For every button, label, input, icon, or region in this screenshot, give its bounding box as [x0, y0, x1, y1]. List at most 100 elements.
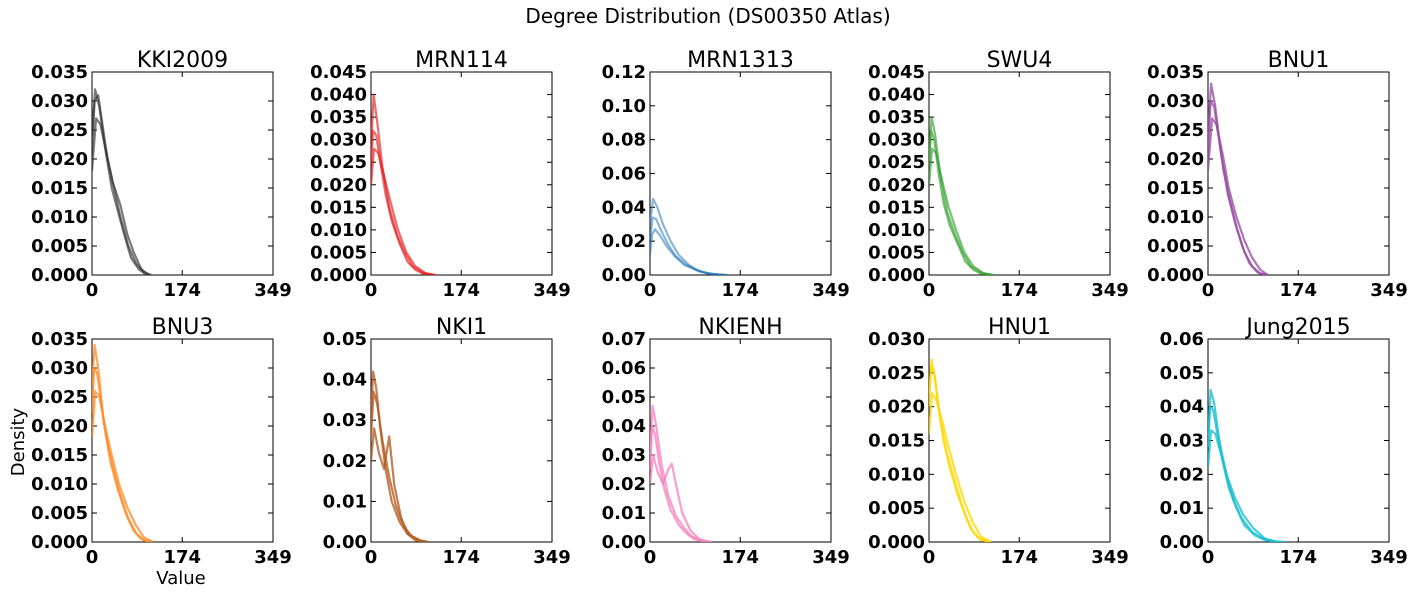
series-line-3	[92, 117, 150, 275]
subplot-swu4: SWU40.0000.0050.0100.0150.0200.0250.0300…	[868, 48, 1129, 301]
y-tick-label: 0.005	[868, 498, 925, 519]
y-tick-label: 0.020	[31, 416, 88, 437]
subplot-grid: KKI20090.0000.0050.0100.0150.0200.0250.0…	[31, 48, 1408, 568]
y-tick-label: 0.035	[31, 329, 88, 350]
subplot-title: SWU4	[987, 48, 1053, 73]
x-tick-label: 174	[1000, 280, 1038, 301]
subplot-kki2009: KKI2009 0.000 0.005 0.010 0.015 0.020 0.025 0.0…	[31, 48, 292, 301]
subplot-title: KKI2009	[137, 48, 228, 73]
x-tick-label: 349	[254, 547, 292, 568]
y-tick-label: 0.00	[602, 265, 646, 286]
x-tick-label: 349	[533, 280, 571, 301]
x-tick-label: 0	[644, 547, 657, 568]
x-tick-label: 174	[1279, 547, 1317, 568]
series-line-2	[929, 358, 990, 542]
x-tick-label: 0	[1202, 280, 1215, 301]
y-tick-label: 0.02	[602, 231, 646, 252]
subplot-title: NKI1	[436, 315, 487, 340]
series-line-1	[929, 129, 992, 275]
y-tick-label: 0.005	[31, 236, 88, 257]
subplot-title: MRN114	[415, 48, 508, 73]
x-tick-label: 174	[1000, 547, 1038, 568]
y-tick-label: 0.030	[1147, 91, 1204, 112]
series-line-2	[92, 343, 150, 542]
y-tick-label: 0.035	[310, 107, 367, 128]
subplot-mrn1313: MRN1313 0.00 0.02 0.04 0.06 0.08 0.10 0.12 0 174 3…	[602, 48, 850, 301]
series-line-3	[92, 390, 154, 542]
x-tick-label: 174	[163, 547, 201, 568]
y-tick-label: 0.01	[602, 503, 646, 524]
plot-frame	[91, 338, 274, 543]
y-tick-label: 0.02	[1160, 464, 1204, 485]
x-tick-label: 349	[812, 280, 850, 301]
series-group	[929, 358, 992, 542]
y-tick-label: 0.040	[310, 85, 367, 106]
y-tick-label: 0.03	[323, 410, 367, 431]
x-tick-label: 349	[1091, 280, 1129, 301]
subplot-bnu3: BNU3 0.000 0.005 0.010 0.015 0.020 0.025 0.030 0…	[31, 315, 292, 568]
series-group	[92, 88, 152, 275]
subplot-bnu1: BNU1 0.000 0.005 0.010 0.015 0.020 0.025 0.030 0…	[1147, 48, 1408, 301]
x-tick-label: 174	[721, 280, 759, 301]
y-tick-label: 0.025	[31, 120, 88, 141]
series-line-3	[929, 392, 992, 542]
y-tick-label: 0.010	[31, 207, 88, 228]
y-tick-label: 0.005	[310, 242, 367, 263]
x-tick-label: 0	[923, 280, 936, 301]
series-line-2	[929, 115, 992, 275]
plot-frame	[928, 71, 1111, 276]
y-tick-label: 0.025	[868, 363, 925, 384]
x-tick-label: 174	[721, 547, 759, 568]
subplot-nkienh: NKIENH 0.00 0.01 0.02 0.03 0.04 0.05 0.06 0.07 0 1…	[602, 315, 850, 568]
y-tick-label: 0.02	[323, 451, 367, 472]
y-tick-label: 0.005	[868, 242, 925, 263]
y-tick-label: 0.035	[1147, 62, 1204, 83]
series-group	[1208, 82, 1269, 275]
series-line-2	[1208, 82, 1266, 275]
series-line-3	[650, 453, 710, 542]
plot-frame	[1207, 71, 1390, 276]
y-tick-label: 0.01	[1160, 498, 1204, 519]
y-tick-label: 0.01	[323, 491, 367, 512]
y-tick-label: 0.015	[1147, 178, 1204, 199]
x-tick-label: 349	[533, 547, 571, 568]
series-line-3	[371, 147, 436, 275]
y-tick-label: 0.015	[868, 197, 925, 218]
series-line-3	[650, 228, 723, 275]
y-tick-label: 0.045	[310, 62, 367, 83]
y-tick-label: 0.000	[31, 265, 88, 286]
subplot-hnu1: HNU1 0.000 0.005 0.010 0.015 0.020 0.025 0.030 0…	[868, 315, 1129, 568]
y-tick-label: 0.03	[602, 445, 646, 466]
y-tick-label: 0.05	[1160, 363, 1204, 384]
x-tick-label: 0	[644, 280, 657, 301]
series-group	[1208, 388, 1286, 542]
y-tick-label: 0.025	[310, 152, 367, 173]
x-tick-label: 174	[163, 280, 201, 301]
y-tick-label: 0.10	[602, 96, 646, 117]
subplot-mrn114: MRN1140.0000.0050.0100.0150.0200.0250.03…	[310, 48, 571, 301]
x-tick-label: 349	[1091, 547, 1129, 568]
y-tick-label: 0.020	[868, 175, 925, 196]
plot-frame	[370, 338, 553, 543]
x-tick-label: 349	[254, 280, 292, 301]
series-group	[929, 115, 994, 275]
y-tick-label: 0.045	[868, 62, 925, 83]
y-tick-label: 0.030	[31, 91, 88, 112]
y-tick-label: 0.010	[310, 220, 367, 241]
y-tick-label: 0.05	[602, 387, 646, 408]
y-tick-label: 0.005	[1147, 236, 1204, 257]
y-tick-label: 0.025	[868, 152, 925, 173]
y-tick-label: 0.025	[31, 387, 88, 408]
y-tick-label: 0.010	[868, 220, 925, 241]
plot-frame	[91, 71, 274, 276]
y-tick-label: 0.020	[868, 397, 925, 418]
y-tick-label: 0.015	[310, 197, 367, 218]
subplot-title: HNU1	[988, 315, 1051, 340]
series-line-3	[929, 147, 994, 275]
x-tick-label: 174	[442, 280, 480, 301]
x-tick-label: 349	[1370, 280, 1408, 301]
series-line-1	[371, 129, 434, 275]
x-tick-label: 349	[1370, 547, 1408, 568]
x-tick-label: 0	[1202, 547, 1215, 568]
